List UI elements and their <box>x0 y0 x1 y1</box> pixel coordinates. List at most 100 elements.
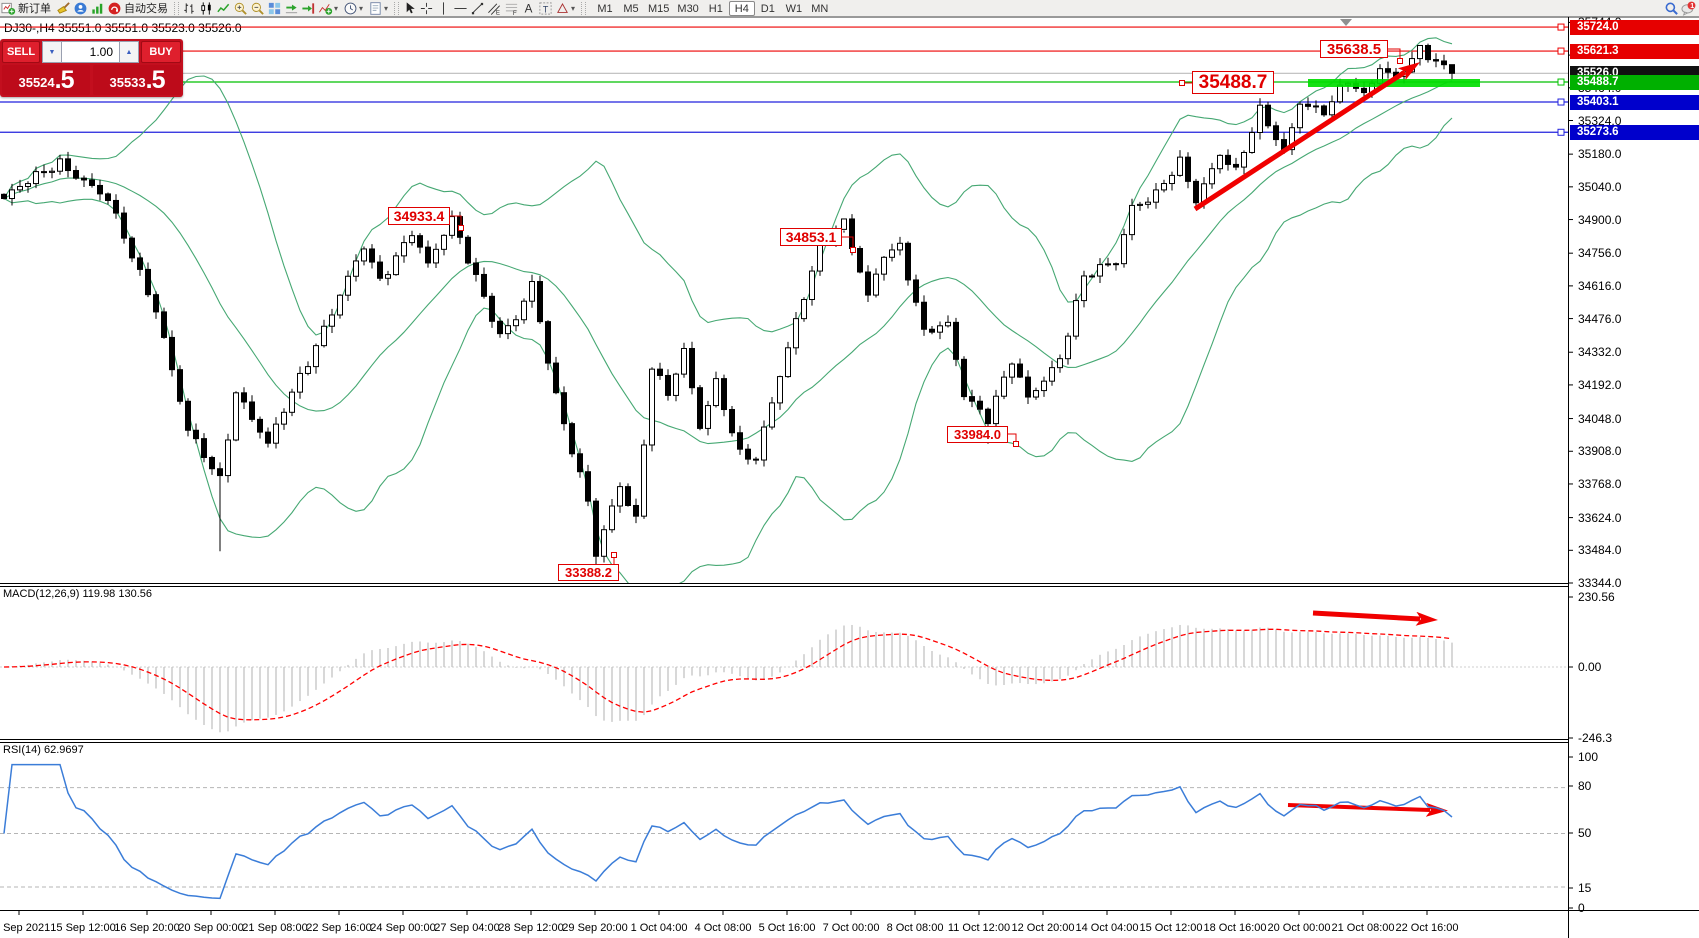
timeframe-h4[interactable]: H4 <box>728 0 755 16</box>
timeframe-mn[interactable]: MN <box>811 2 829 15</box>
svg-text:T: T <box>543 4 549 14</box>
trend-arrow-1[interactable] <box>1193 62 1421 212</box>
timeframe-h1[interactable]: H1 <box>708 2 723 15</box>
price-tick: 34756.0 <box>1578 246 1622 261</box>
buy-button[interactable]: BUY <box>141 41 181 63</box>
new-order-button-label[interactable]: 新订单 <box>18 3 51 15</box>
timeframe-d1[interactable]: D1 <box>760 2 775 15</box>
toolbar-separator <box>174 1 179 15</box>
macd-tick: 230.56 <box>1578 590 1615 604</box>
macd-label: MACD(12,26,9) 119.98 130.56 <box>3 588 152 600</box>
time-label: 20 Sep 00:00 <box>178 922 244 934</box>
price-badge: 35621.3 <box>1570 43 1699 59</box>
connection-status-icon[interactable] <box>89 1 106 16</box>
search-button-icon[interactable] <box>1663 1 1680 16</box>
horizontal-lines-layer[interactable] <box>0 26 1568 133</box>
templates-button-icon[interactable] <box>367 1 384 16</box>
price-badge: 35273.6 <box>1570 124 1699 140</box>
horizontal-line-button-icon[interactable] <box>452 1 469 16</box>
volume-decrease-button[interactable]: ▼ <box>42 41 62 63</box>
price-tick: 35180.0 <box>1578 147 1622 162</box>
volume-increase-button[interactable]: ▲ <box>119 41 139 63</box>
time-label: 29 Sep 20:00 <box>562 922 628 934</box>
sell-price-frac: .5 <box>54 66 75 94</box>
price-annotation-label[interactable]: 34853.1 <box>780 228 842 246</box>
new-order-button-icon[interactable] <box>0 1 17 16</box>
timeframe-m15[interactable]: M15 <box>648 2 670 15</box>
price-annotation-label[interactable]: 35638.5 <box>1320 40 1388 58</box>
time-label: 15 Oct 12:00 <box>1139 922 1203 934</box>
rsi-tick: 100 <box>1578 750 1599 764</box>
time-label: 22 Sep 16:00 <box>306 922 372 934</box>
time-label: 16 Sep 20:00 <box>114 922 180 934</box>
timeframe-m1[interactable]: M1 <box>597 2 613 15</box>
svg-text:1: 1 <box>1690 3 1694 10</box>
tile-windows-button-icon[interactable] <box>266 1 283 16</box>
channel-button-icon[interactable]: E <box>486 1 503 16</box>
time-label: 8 Oct 08:00 <box>886 922 944 934</box>
time-label: 4 Oct 08:00 <box>694 922 752 934</box>
price-tick: 35324.0 <box>1578 113 1622 128</box>
auto-trading-button-label[interactable]: 自动交易 <box>124 3 168 15</box>
time-label: 21 Sep 08:00 <box>242 922 308 934</box>
timeframe-w1[interactable]: W1 <box>785 2 803 15</box>
buy-price-int: 35533 <box>109 75 146 90</box>
price-annotation-label[interactable]: 33388.2 <box>558 564 619 581</box>
sell-price[interactable]: 35524 .5 <box>2 65 90 95</box>
price-tick: 34192.0 <box>1578 377 1622 392</box>
periods-button-icon[interactable] <box>342 1 359 16</box>
candle-chart-button-icon[interactable] <box>198 1 215 16</box>
chart-shift-marker[interactable] <box>1340 19 1352 26</box>
indicators-button-dropdown[interactable]: ▾ <box>334 3 339 13</box>
price-badge: 35488.7 <box>1570 74 1699 90</box>
rsi-label: RSI(14) 62.9697 <box>3 744 84 756</box>
shapes-button-dropdown[interactable]: ▾ <box>571 3 576 13</box>
auto-scroll-button-icon[interactable] <box>283 1 300 16</box>
line-chart-button-icon[interactable] <box>215 1 232 16</box>
rsi-tick: 80 <box>1578 779 1592 793</box>
zoom-out-button-icon[interactable] <box>249 1 266 16</box>
time-label: 14 Sep 2021 <box>0 922 51 934</box>
bar-chart-button-icon[interactable] <box>181 1 198 16</box>
timeframe-m30[interactable]: M30 <box>677 2 699 15</box>
label-button-icon[interactable]: T <box>537 1 554 16</box>
volume-input[interactable]: 1.00 <box>62 41 119 63</box>
price-tick: 34332.0 <box>1578 345 1622 360</box>
support-band[interactable] <box>1308 79 1480 87</box>
time-label: 20 Oct 00:00 <box>1267 922 1331 934</box>
timeframe-m5[interactable]: M5 <box>623 2 639 15</box>
shapes-button-icon[interactable] <box>554 1 571 16</box>
time-label: 14 Oct 04:00 <box>1075 922 1139 934</box>
cleanup-button-icon[interactable] <box>55 1 72 16</box>
time-label: 18 Oct 16:00 <box>1203 922 1267 934</box>
periods-button-dropdown[interactable]: ▾ <box>359 3 364 13</box>
price-annotation-label[interactable]: 33984.0 <box>947 426 1008 443</box>
svg-text:E: E <box>496 9 500 15</box>
price-annotation-label[interactable]: 34933.4 <box>388 207 450 225</box>
sell-button[interactable]: SELL <box>2 41 40 63</box>
cursor-button-icon[interactable] <box>401 1 418 16</box>
trend-arrow-2[interactable] <box>1312 610 1438 626</box>
price-tick: 34900.0 <box>1578 212 1622 227</box>
drawn-objects-layer[interactable] <box>1193 62 1480 817</box>
buy-price[interactable]: 35533 .5 <box>93 65 181 95</box>
time-label: 22 Oct 16:00 <box>1395 922 1459 934</box>
price-annotation-label[interactable]: 35488.7 <box>1192 71 1274 94</box>
auto-trading-button-icon[interactable] <box>106 1 123 16</box>
vertical-line-button-icon[interactable] <box>435 1 452 16</box>
notifications-button-icon[interactable]: 1 <box>1680 1 1697 16</box>
fibonacci-button-icon[interactable]: F <box>503 1 520 16</box>
time-label: 24 Sep 00:00 <box>370 922 436 934</box>
time-label: 11 Oct 12:00 <box>947 922 1011 934</box>
templates-button-dropdown[interactable]: ▾ <box>384 3 389 13</box>
crosshair-button-icon[interactable] <box>418 1 435 16</box>
chart-shift-button-icon[interactable] <box>300 1 317 16</box>
community-button-icon[interactable] <box>72 1 89 16</box>
trendline-button-icon[interactable] <box>469 1 486 16</box>
text-button-icon[interactable]: A <box>520 1 537 16</box>
candles-layer <box>1 43 1455 573</box>
zoom-in-button-icon[interactable] <box>232 1 249 16</box>
time-label: 1 Oct 04:00 <box>630 922 688 934</box>
indicators-button-icon[interactable] <box>317 1 334 16</box>
